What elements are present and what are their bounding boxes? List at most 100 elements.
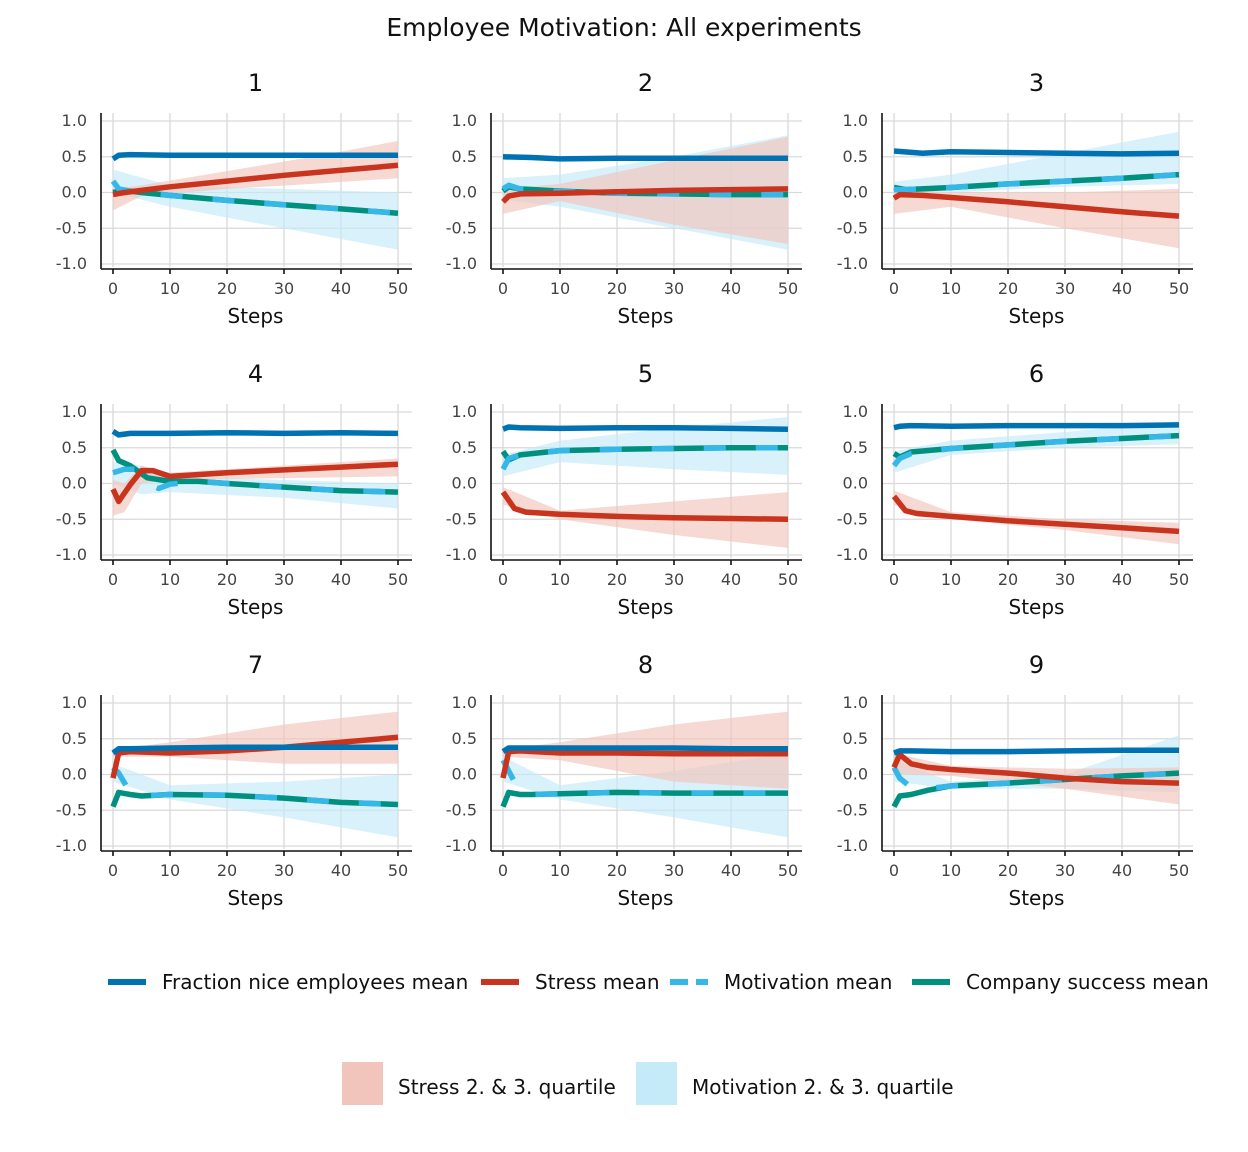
- y-tick-label: -1.0: [837, 545, 868, 564]
- y-tick-label: 1.0: [843, 402, 868, 421]
- x-tick-label: 20: [217, 570, 237, 589]
- y-tick-label: 0.5: [452, 438, 477, 457]
- x-tick-label: 30: [1055, 570, 1075, 589]
- fraction-nice-line: [893, 747, 1179, 756]
- x-tick-label: 10: [550, 570, 570, 589]
- x-tick-label: 30: [1055, 861, 1075, 880]
- x-tick-label: 40: [721, 570, 741, 589]
- x-tick-label: 0: [889, 570, 899, 589]
- x-tick-label: 0: [889, 861, 899, 880]
- legend-stress_band-label: Stress 2. & 3. quartile: [398, 1075, 616, 1099]
- x-tick-label: 50: [388, 861, 408, 880]
- stress-line: [500, 490, 789, 523]
- y-tick-label: 0.0: [843, 474, 868, 493]
- y-tick-label: -0.5: [837, 800, 868, 819]
- x-tick-label: 0: [108, 861, 118, 880]
- x-tick-label: 10: [941, 861, 961, 880]
- x-tick-label: 10: [550, 861, 570, 880]
- y-tick-label: 1.0: [843, 111, 868, 130]
- stress-line: [112, 162, 399, 198]
- y-tick-label: 0.5: [843, 729, 868, 748]
- y-tick-label: -1.0: [56, 836, 87, 855]
- motivation-line: [891, 766, 1180, 792]
- x-tick-label: 30: [274, 279, 294, 298]
- x-tick-label: 30: [664, 570, 684, 589]
- x-tick-label: 50: [778, 861, 798, 880]
- x-tick-label: 10: [550, 279, 570, 298]
- y-tick-label: -0.5: [56, 509, 87, 528]
- panel-title: 7: [248, 651, 263, 679]
- stress-line: [891, 494, 1180, 535]
- y-tick-label: 0.5: [452, 729, 477, 748]
- motivation-quartile-band: [113, 763, 398, 838]
- fraction-nice-line: [111, 744, 398, 756]
- stress-line: [110, 461, 399, 505]
- y-tick-label: 0.5: [452, 147, 477, 166]
- y-tick-label: 1.0: [452, 111, 477, 130]
- y-tick-label: 0.0: [843, 765, 868, 784]
- y-tick-label: 0.0: [452, 183, 477, 202]
- panel-9: 0 10 20 30 40 50 1.0 0.5 0.0 -0.5 -1.0 9 Steps: [837, 651, 1193, 910]
- legend-stress-label: Stress mean: [535, 970, 660, 994]
- x-axis-label: Steps: [228, 304, 284, 328]
- x-axis-label: Steps: [1009, 595, 1065, 619]
- y-tick-label: 1.0: [62, 693, 87, 712]
- y-tick-label: 0.0: [62, 765, 87, 784]
- y-tick-label: 1.0: [62, 402, 87, 421]
- x-axis-label: Steps: [1009, 886, 1065, 910]
- legend-stress_band-swatch: [342, 1062, 383, 1105]
- y-tick-label: -1.0: [837, 254, 868, 273]
- y-tick-label: 0.0: [62, 474, 87, 493]
- x-tick-label: 20: [217, 279, 237, 298]
- y-tick-label: -1.0: [56, 545, 87, 564]
- x-tick-label: 0: [889, 279, 899, 298]
- y-tick-label: 0.5: [843, 438, 868, 457]
- y-tick-label: 0.0: [452, 765, 477, 784]
- x-tick-label: 50: [1169, 279, 1189, 298]
- panel-title: 2: [638, 69, 653, 97]
- x-tick-label: 30: [664, 861, 684, 880]
- motivation-line: [894, 171, 1180, 193]
- y-tick-label: -0.5: [56, 800, 87, 819]
- panel-7: 0 10 20 30 40 50 1.0 0.5 0.0 -0.5 -1.0 7 Steps: [56, 651, 412, 910]
- motivation-line: [500, 758, 788, 798]
- fraction-nice-line: [502, 424, 789, 432]
- y-tick-label: -0.5: [446, 509, 477, 528]
- panel-title: 8: [638, 651, 653, 679]
- fraction-nice-line: [111, 151, 398, 162]
- x-tick-label: 40: [721, 861, 741, 880]
- stress-quartile-band: [894, 188, 1179, 249]
- x-tick-label: 20: [998, 279, 1018, 298]
- y-tick-label: -0.5: [837, 218, 868, 237]
- panel-title: 1: [248, 69, 263, 97]
- panel-title: 4: [248, 360, 263, 388]
- motivation-line: [500, 445, 788, 471]
- stress-line: [891, 751, 1180, 786]
- x-axis-label: Steps: [618, 595, 674, 619]
- x-tick-label: 40: [1112, 570, 1132, 589]
- panel-8: 0 10 20 30 40 50 1.0 0.5 0.0 -0.5 -1.0 8 Steps: [446, 651, 802, 910]
- x-tick-label: 20: [607, 570, 627, 589]
- x-tick-label: 0: [498, 861, 508, 880]
- x-tick-label: 20: [998, 570, 1018, 589]
- fraction-nice-line: [111, 428, 399, 438]
- motivation-line: [111, 765, 399, 808]
- motivation-line: [110, 179, 399, 216]
- x-axis-label: Steps: [1009, 304, 1065, 328]
- panel-title: 6: [1029, 360, 1044, 388]
- x-tick-label: 10: [160, 570, 180, 589]
- y-tick-label: 0.5: [62, 438, 87, 457]
- x-tick-label: 40: [1112, 861, 1132, 880]
- panel-4: 0 10 20 30 40 50 1.0 0.5 0.0 -0.5 -1.0 4 Steps: [56, 360, 412, 619]
- legend-motivation-label: Motivation mean: [724, 970, 892, 994]
- y-tick-label: 0.5: [62, 729, 87, 748]
- x-axis-label: Steps: [228, 595, 284, 619]
- y-tick-label: -0.5: [56, 218, 87, 237]
- x-tick-label: 40: [721, 279, 741, 298]
- fraction-nice-line: [893, 148, 1180, 157]
- stress-quartile-band: [113, 711, 398, 764]
- stress-line: [110, 734, 399, 779]
- fraction-nice-line: [501, 745, 788, 754]
